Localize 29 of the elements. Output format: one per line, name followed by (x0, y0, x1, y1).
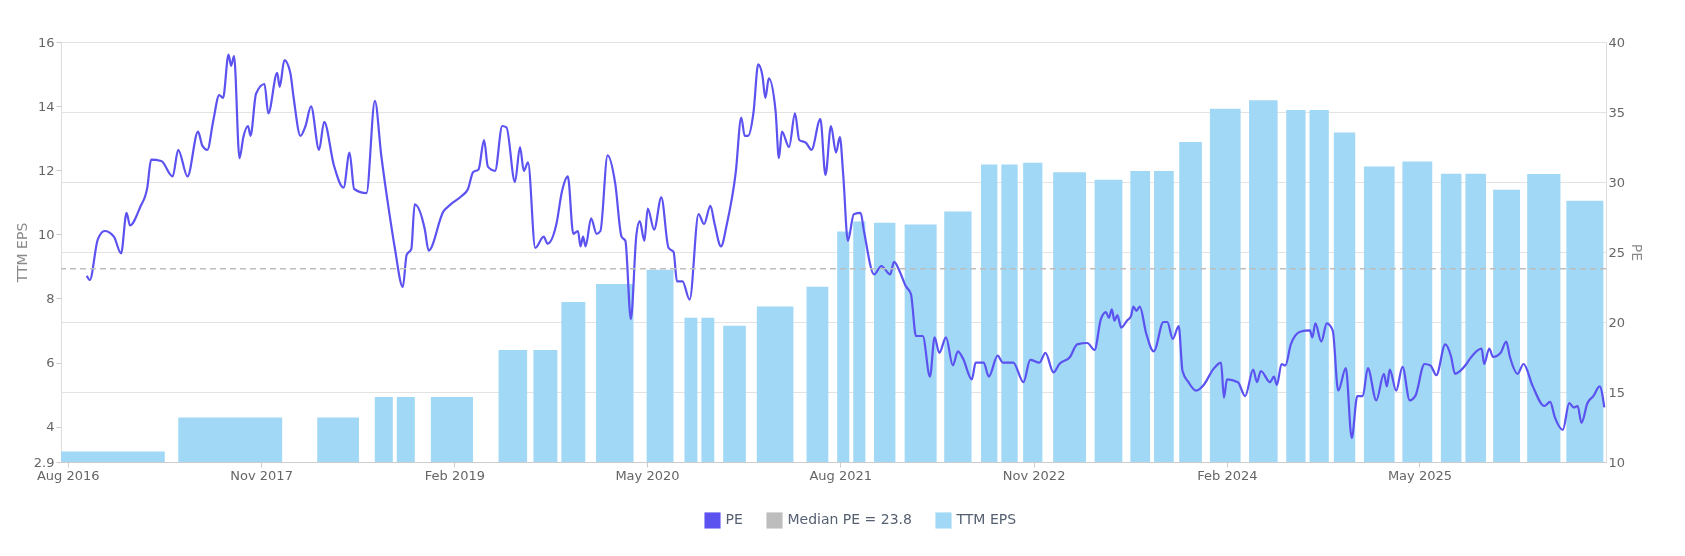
y-tick-label: 6 (46, 355, 55, 371)
y2-tick-label: 35 (1608, 104, 1626, 120)
y-axis-title: TTM EPS (13, 222, 30, 284)
y-tick-label: 12 (37, 162, 55, 178)
y2-tick-label: 10 (1608, 454, 1626, 470)
x-tick-label: Aug 2016 (36, 467, 100, 483)
legend-label: TTM EPS (955, 511, 1017, 528)
y2-tick-label: 20 (1608, 314, 1626, 330)
y2-axis-title: PE (1629, 243, 1646, 262)
x-tick-label: Nov 2017 (230, 467, 293, 483)
y-tick-label: 8 (46, 290, 55, 306)
x-tick-label: May 2025 (1387, 467, 1452, 483)
x-tick-label: Nov 2022 (1002, 467, 1066, 483)
legend-label: PE (725, 511, 743, 528)
line-series (85, 53, 1606, 440)
y-tick-label: 16 (37, 34, 55, 50)
y-tick-label: 10 (37, 226, 55, 242)
x-tick-label: May 2020 (615, 467, 680, 483)
y-tick-label: 2.9 (33, 454, 55, 470)
x-tick-label: Aug 2021 (809, 467, 873, 483)
y2-tick-label: 25 (1608, 244, 1626, 260)
y-tick-label: 14 (37, 98, 55, 114)
y2-tick-label: 40 (1608, 34, 1626, 50)
y2-tick-label: 30 (1608, 174, 1626, 190)
y-tick-label: 4 (46, 419, 55, 435)
x-tick-label: Feb 2019 (424, 467, 486, 483)
x-tick-label: Feb 2024 (1197, 467, 1258, 483)
legend-label: Median PE = 23.8 (787, 511, 912, 528)
y2-tick-label: 15 (1608, 384, 1626, 400)
